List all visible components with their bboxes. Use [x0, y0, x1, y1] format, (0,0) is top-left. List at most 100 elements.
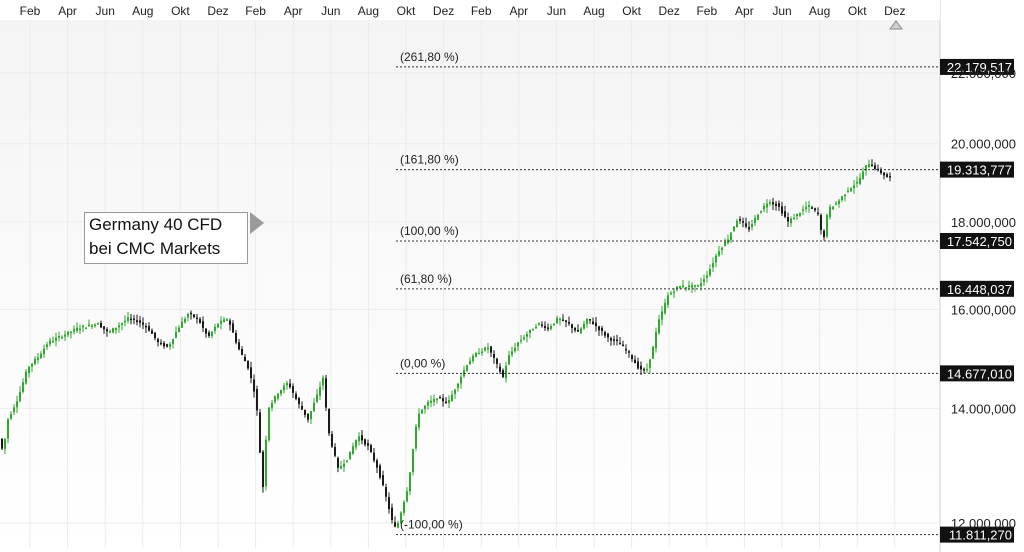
candle-body	[502, 370, 504, 378]
candle-body	[121, 323, 123, 325]
fib-value-label: 16.448,037	[947, 282, 1012, 297]
candle-body	[49, 340, 51, 345]
instrument-label-line-1: Germany 40 CFD	[89, 215, 223, 234]
candle-body	[565, 320, 567, 322]
candle-body	[199, 318, 201, 323]
candle-body	[274, 396, 276, 403]
candle-body	[76, 327, 78, 332]
candle-body	[400, 512, 402, 524]
candle-body	[220, 320, 222, 324]
candle-body	[568, 321, 570, 324]
candle-body	[61, 337, 63, 339]
candle-body	[19, 391, 21, 402]
candle-body	[79, 328, 81, 331]
candle-body	[691, 285, 693, 288]
candle-body	[64, 334, 66, 337]
candle-body	[784, 211, 786, 217]
candle-body	[436, 398, 438, 401]
candle-body	[589, 319, 591, 321]
instrument-label: Germany 40 CFD bei CMC Markets	[84, 212, 248, 264]
candle-body	[631, 355, 633, 360]
candle-body	[256, 389, 258, 411]
candle-body	[445, 401, 447, 404]
fibonacci-levels: (261,80 %) 22.179,517 (161,80 %) 19.313,777…	[396, 50, 1014, 543]
candle-body	[709, 269, 711, 276]
candle-body	[103, 326, 105, 330]
candle-body	[415, 426, 417, 449]
candle-body	[253, 379, 255, 392]
candle-body	[637, 361, 639, 369]
fib-value-tag	[940, 232, 1014, 249]
candle-body	[391, 507, 393, 521]
candle-body	[157, 339, 159, 343]
x-tick-label: Apr	[509, 4, 528, 18]
candle-body	[307, 413, 309, 420]
x-tick-label: Apr	[735, 4, 754, 18]
candle-body	[529, 329, 531, 334]
candle-body	[724, 241, 726, 246]
candle-body	[721, 247, 723, 251]
x-tick-label: Aug	[358, 4, 379, 18]
candle-body	[424, 405, 426, 410]
candle-body	[508, 355, 510, 365]
candle-body	[448, 400, 450, 404]
candle-body	[163, 342, 165, 347]
candle-body	[151, 330, 153, 334]
fib-value-label: 11.811,270	[949, 528, 1012, 543]
y-tick-label: 20.000,000	[951, 137, 1016, 152]
candle-body	[67, 331, 69, 336]
candle-body	[883, 172, 885, 176]
candle-body	[712, 263, 714, 268]
candle-body	[40, 353, 42, 359]
candle-body	[790, 218, 792, 224]
candle-body	[700, 283, 702, 287]
candle-body	[139, 320, 141, 323]
candle-body	[112, 328, 114, 333]
y-tick-label: 22.000,000	[951, 66, 1016, 81]
candle-body	[586, 318, 588, 324]
candle-body	[118, 325, 120, 328]
candle-body	[373, 452, 375, 461]
candle-body	[187, 313, 189, 318]
candle-body	[340, 466, 342, 469]
x-tick-label: Dez	[884, 4, 905, 18]
candle-body	[703, 279, 705, 283]
candle-body	[355, 439, 357, 448]
candle-body	[295, 393, 297, 399]
candle-body	[346, 460, 348, 462]
candle-body	[202, 321, 204, 328]
fib-value-tag	[940, 161, 1014, 178]
candle-body	[826, 214, 828, 237]
candle-body	[517, 342, 519, 347]
candle-body	[583, 323, 585, 329]
candle-body	[532, 329, 534, 331]
candle-body	[646, 368, 648, 371]
candle-body	[694, 285, 696, 287]
candle-body	[124, 320, 126, 323]
candle-body	[97, 323, 99, 325]
x-tick-label: Okt	[171, 4, 190, 18]
x-tick-label: Jun	[547, 4, 566, 18]
fib-level-label: (0,00 %)	[400, 356, 445, 370]
candle-body	[856, 181, 858, 184]
instrument-label-line-2: bei CMC Markets	[89, 239, 221, 258]
candle-body	[619, 342, 621, 345]
candle-body	[748, 227, 750, 230]
candle-body	[733, 226, 735, 231]
candle-body	[499, 366, 501, 372]
candle-body	[775, 203, 777, 206]
candle-body	[214, 326, 216, 331]
fib-level-label: (61,80 %)	[400, 272, 452, 286]
candle-body	[772, 202, 774, 205]
candle-body	[265, 439, 267, 487]
candle-body	[880, 169, 882, 174]
fib-value-tag	[940, 58, 1014, 75]
candle-body	[100, 322, 102, 328]
time-scroll-handle-icon[interactable]	[889, 20, 903, 30]
candle-body	[148, 326, 150, 331]
candle-body	[742, 221, 744, 223]
candle-body	[37, 357, 39, 360]
candle-body	[766, 203, 768, 208]
candle-body	[523, 337, 525, 340]
axis-background	[940, 0, 1024, 552]
